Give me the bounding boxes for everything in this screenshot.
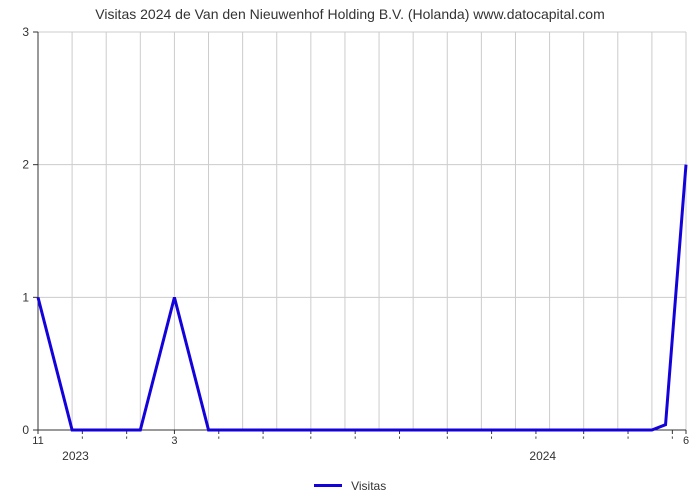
svg-text:': ' xyxy=(310,435,312,447)
line-chart: Visitas 2024 de Van den Nieuwenhof Holdi… xyxy=(0,0,700,500)
svg-text:6: 6 xyxy=(683,435,689,447)
svg-text:': ' xyxy=(218,435,220,447)
svg-text:2: 2 xyxy=(22,158,29,172)
svg-text:2024: 2024 xyxy=(529,449,556,463)
legend: Visitas xyxy=(0,478,700,493)
svg-text:': ' xyxy=(262,435,264,447)
svg-text:2023: 2023 xyxy=(62,449,89,463)
svg-text:': ' xyxy=(535,435,537,447)
svg-text:1: 1 xyxy=(22,290,29,304)
svg-text:': ' xyxy=(446,435,448,447)
legend-label: Visitas xyxy=(351,479,386,493)
svg-text:': ' xyxy=(354,435,356,447)
svg-text:3: 3 xyxy=(171,435,177,447)
plot-area: 0 1 2 3 11 3 6 ' ' ' ' ' ' ' ' ' ' ' ' ' 2023 2024 xyxy=(0,0,700,500)
svg-text:': ' xyxy=(491,435,493,447)
legend-swatch xyxy=(314,484,342,487)
svg-text:': ' xyxy=(398,435,400,447)
svg-text:': ' xyxy=(671,435,673,447)
svg-text:0: 0 xyxy=(22,423,29,437)
svg-text:3: 3 xyxy=(22,25,29,39)
svg-text:11: 11 xyxy=(32,435,43,447)
svg-text:': ' xyxy=(627,435,629,447)
svg-text:': ' xyxy=(126,435,128,447)
svg-text:': ' xyxy=(81,435,83,447)
svg-text:': ' xyxy=(583,435,585,447)
